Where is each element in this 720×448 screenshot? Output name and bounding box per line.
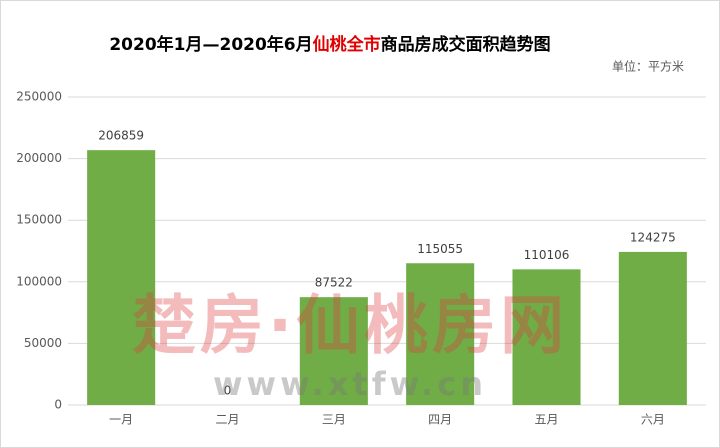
bar xyxy=(512,269,581,405)
y-tick-label: 250000 xyxy=(16,90,62,104)
x-tick-label: 四月 xyxy=(428,413,452,427)
bar xyxy=(406,263,475,405)
bar xyxy=(618,251,687,405)
value-label: 0 xyxy=(224,384,232,398)
unit-label: 单位：平方米 xyxy=(612,59,684,74)
bar xyxy=(299,297,368,405)
y-tick-label: 0 xyxy=(54,398,62,412)
value-label: 206859 xyxy=(98,129,144,143)
title-part: 2020年1月—2020年6月 xyxy=(109,34,312,55)
y-tick-label: 200000 xyxy=(16,151,62,165)
y-tick-label: 50000 xyxy=(24,336,62,350)
y-tick-label: 150000 xyxy=(16,213,62,227)
x-tick-label: 五月 xyxy=(534,413,558,427)
watermark: 楚房·仙桃房网 xyxy=(132,290,568,364)
bar xyxy=(87,150,156,405)
value-label: 124275 xyxy=(630,230,676,244)
value-label: 87522 xyxy=(315,276,353,290)
value-label: 115055 xyxy=(417,242,463,256)
title-part: 商品房成交面积趋势图 xyxy=(381,34,551,55)
title-part: 仙桃全市 xyxy=(313,34,381,55)
value-label: 110106 xyxy=(524,248,570,262)
watermark: www.xtfw.cn xyxy=(213,365,487,403)
x-tick-label: 三月 xyxy=(322,413,346,427)
chart-title: 2020年1月—2020年6月仙桃全市商品房成交面积趋势图 xyxy=(109,34,550,55)
y-tick-label: 100000 xyxy=(16,274,62,288)
x-tick-label: 二月 xyxy=(215,413,239,427)
x-tick-label: 六月 xyxy=(641,413,665,427)
x-tick-label: 一月 xyxy=(109,413,133,427)
